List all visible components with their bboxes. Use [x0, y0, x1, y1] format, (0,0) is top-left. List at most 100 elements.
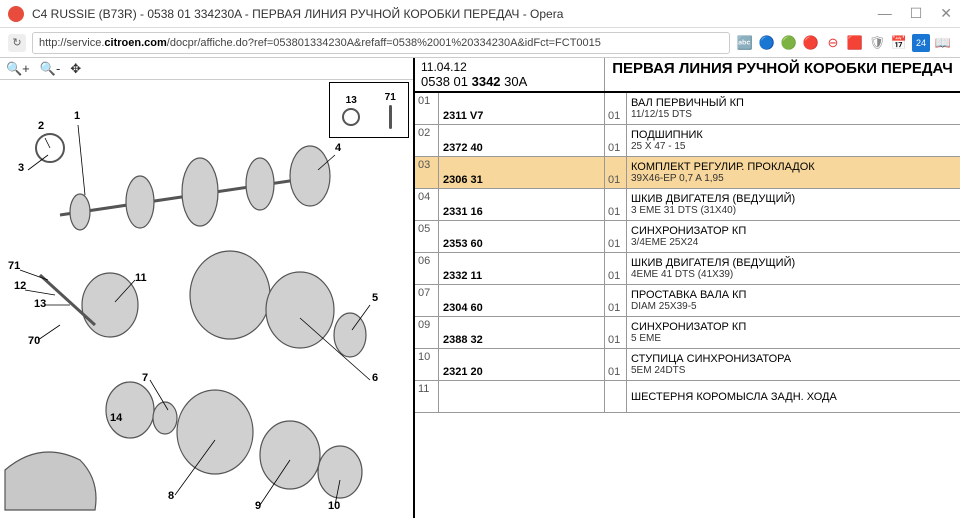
- row-index: 05: [415, 221, 439, 252]
- diagram-svg: [0, 80, 415, 518]
- url-input[interactable]: http://service.citroen.com/docpr/affiche…: [32, 32, 730, 54]
- callout: 14: [110, 412, 122, 424]
- row-index: 01: [415, 93, 439, 124]
- row-desc: СИНХРОНИЗАТОР КП3/4EME 25X24: [627, 221, 960, 252]
- row-index: 10: [415, 349, 439, 380]
- exploded-diagram[interactable]: 13 71 1 2 3 4 5 6 7 8 9 10 11 12 13 14 7…: [0, 80, 413, 518]
- row-desc: СИНХРОНИЗАТОР КП5 EME: [627, 317, 960, 348]
- row-desc: ВАЛ ПЕРВИЧНЫЙ КП11/12/15 DTS: [627, 93, 960, 124]
- row-desc: КОМПЛЕКТ РЕГУЛИР. ПРОКЛАДОК39X46-EP 0,7 …: [627, 157, 960, 188]
- row-code: 2306 31: [439, 157, 605, 188]
- table-row[interactable]: 072304 6001ПРОСТАВКА ВАЛА КПDIAM 25X39-5: [415, 285, 960, 317]
- ext-icon[interactable]: 🟢: [780, 34, 798, 52]
- row-code: 2331 16: [439, 189, 605, 220]
- table-row[interactable]: 11 ШЕСТЕРНЯ КОРОМЫСЛА ЗАДН. ХОДА: [415, 381, 960, 413]
- row-desc: ШЕСТЕРНЯ КОРОМЫСЛА ЗАДН. ХОДА: [627, 381, 960, 412]
- row-index: 09: [415, 317, 439, 348]
- window-titlebar: C4 RUSSIE (B73R) - 0538 01 334230A - ПЕР…: [0, 0, 960, 28]
- ext-icon[interactable]: ⊖: [824, 34, 842, 52]
- ext-icon[interactable]: 📅: [890, 34, 908, 52]
- row-index: 06: [415, 253, 439, 284]
- row-code: 2372 40: [439, 125, 605, 156]
- callout: 3: [18, 162, 24, 174]
- ext-icon[interactable]: 🔤: [736, 34, 754, 52]
- ext-icon[interactable]: 🔴: [802, 34, 820, 52]
- row-index: 07: [415, 285, 439, 316]
- row-qty: 01: [605, 157, 627, 188]
- table-row[interactable]: 062332 1101ШКИВ ДВИГАТЕЛЯ (ВЕДУЩИЙ)4EME …: [415, 253, 960, 285]
- row-desc: ШКИВ ДВИГАТЕЛЯ (ВЕДУЩИЙ)3 EME 31 DTS (31…: [627, 189, 960, 220]
- ext-icon[interactable]: 📖: [934, 34, 952, 52]
- minimize-button[interactable]: —: [878, 5, 892, 22]
- diagram-pane: 🔍+ 🔍- ✥: [0, 58, 415, 518]
- row-desc: ПРОСТАВКА ВАЛА КПDIAM 25X39-5: [627, 285, 960, 316]
- row-qty: 01: [605, 189, 627, 220]
- window-title: C4 RUSSIE (B73R) - 0538 01 334230A - ПЕР…: [32, 7, 878, 21]
- close-button[interactable]: ✕: [940, 5, 952, 22]
- row-qty: 01: [605, 349, 627, 380]
- opera-icon: [8, 6, 24, 22]
- zoom-in-icon[interactable]: 🔍+: [6, 61, 30, 77]
- row-qty: 01: [605, 253, 627, 284]
- doc-title: ПЕРВАЯ ЛИНИЯ РУЧНОЙ КОРОБКИ ПЕРЕДАЧ: [605, 58, 960, 91]
- ext-icon[interactable]: 🟥: [846, 34, 864, 52]
- row-qty: 01: [605, 93, 627, 124]
- maximize-button[interactable]: ☐: [910, 5, 923, 22]
- extension-icons: 🔤 🔵 🟢 🔴 ⊖ 🟥 🛡 📅 24 📖: [736, 34, 952, 52]
- row-qty: [605, 381, 627, 412]
- table-row[interactable]: 012311 V701ВАЛ ПЕРВИЧНЫЙ КП11/12/15 DTS: [415, 93, 960, 125]
- callout: 10: [328, 500, 340, 512]
- table-row[interactable]: 052353 6001СИНХРОНИЗАТОР КП3/4EME 25X24: [415, 221, 960, 253]
- row-desc: ШКИВ ДВИГАТЕЛЯ (ВЕДУЩИЙ)4EME 41 DTS (41X…: [627, 253, 960, 284]
- callout: 11: [135, 272, 147, 284]
- ext-icon[interactable]: 🛡: [868, 34, 886, 52]
- callout: 70: [28, 335, 40, 347]
- diagram-inset: 13 71: [329, 82, 409, 138]
- row-code: 2304 60: [439, 285, 605, 316]
- row-index: 11: [415, 381, 439, 412]
- row-code: 2332 11: [439, 253, 605, 284]
- row-desc: ПОДШИПНИК25 X 47 - 15: [627, 125, 960, 156]
- callout: 8: [168, 490, 174, 502]
- table-row[interactable]: 102321 2001СТУПИЦА СИНХРОНИЗАТОРА5EM 24D…: [415, 349, 960, 381]
- parts-table: 012311 V701ВАЛ ПЕРВИЧНЫЙ КП11/12/15 DTS0…: [415, 93, 960, 518]
- callout: 2: [38, 120, 44, 132]
- table-row[interactable]: 032306 3101КОМПЛЕКТ РЕГУЛИР. ПРОКЛАДОК39…: [415, 157, 960, 189]
- nav-refresh-icon[interactable]: ↻: [8, 34, 26, 52]
- row-code: 2388 32: [439, 317, 605, 348]
- row-code: [439, 381, 605, 412]
- ext-icon[interactable]: 🔵: [758, 34, 776, 52]
- row-code: 2321 20: [439, 349, 605, 380]
- callout: 6: [372, 372, 378, 384]
- callout: 7: [142, 372, 148, 384]
- row-qty: 01: [605, 221, 627, 252]
- row-index: 02: [415, 125, 439, 156]
- parts-pane: 11.04.12 0538 01 3342 30A ПЕРВАЯ ЛИНИЯ Р…: [415, 58, 960, 518]
- row-index: 03: [415, 157, 439, 188]
- pin-icon: [389, 105, 392, 129]
- callout: 13: [34, 298, 46, 310]
- diagram-toolbar: 🔍+ 🔍- ✥: [0, 58, 413, 80]
- zoom-out-icon[interactable]: 🔍-: [40, 61, 61, 77]
- callout: 1: [74, 110, 80, 122]
- parts-header: 11.04.12 0538 01 3342 30A ПЕРВАЯ ЛИНИЯ Р…: [415, 58, 960, 93]
- callout: 71: [8, 260, 20, 272]
- doc-code: 0538 01 3342 30A: [421, 74, 598, 89]
- row-qty: 01: [605, 125, 627, 156]
- callout: 12: [14, 280, 26, 292]
- ext-icon[interactable]: 24: [912, 34, 930, 52]
- pan-icon[interactable]: ✥: [70, 61, 81, 77]
- row-desc: СТУПИЦА СИНХРОНИЗАТОРА5EM 24DTS: [627, 349, 960, 380]
- callout: 5: [372, 292, 378, 304]
- table-row[interactable]: 042331 1601ШКИВ ДВИГАТЕЛЯ (ВЕДУЩИЙ)3 EME…: [415, 189, 960, 221]
- table-row[interactable]: 022372 4001ПОДШИПНИК25 X 47 - 15: [415, 125, 960, 157]
- row-qty: 01: [605, 317, 627, 348]
- callout: 4: [335, 142, 341, 154]
- washer-icon: [342, 108, 360, 126]
- doc-date: 11.04.12: [421, 60, 598, 74]
- table-row[interactable]: 092388 3201СИНХРОНИЗАТОР КП5 EME: [415, 317, 960, 349]
- row-code: 2353 60: [439, 221, 605, 252]
- address-bar: ↻ http://service.citroen.com/docpr/affic…: [0, 28, 960, 58]
- row-code: 2311 V7: [439, 93, 605, 124]
- callout: 9: [255, 500, 261, 512]
